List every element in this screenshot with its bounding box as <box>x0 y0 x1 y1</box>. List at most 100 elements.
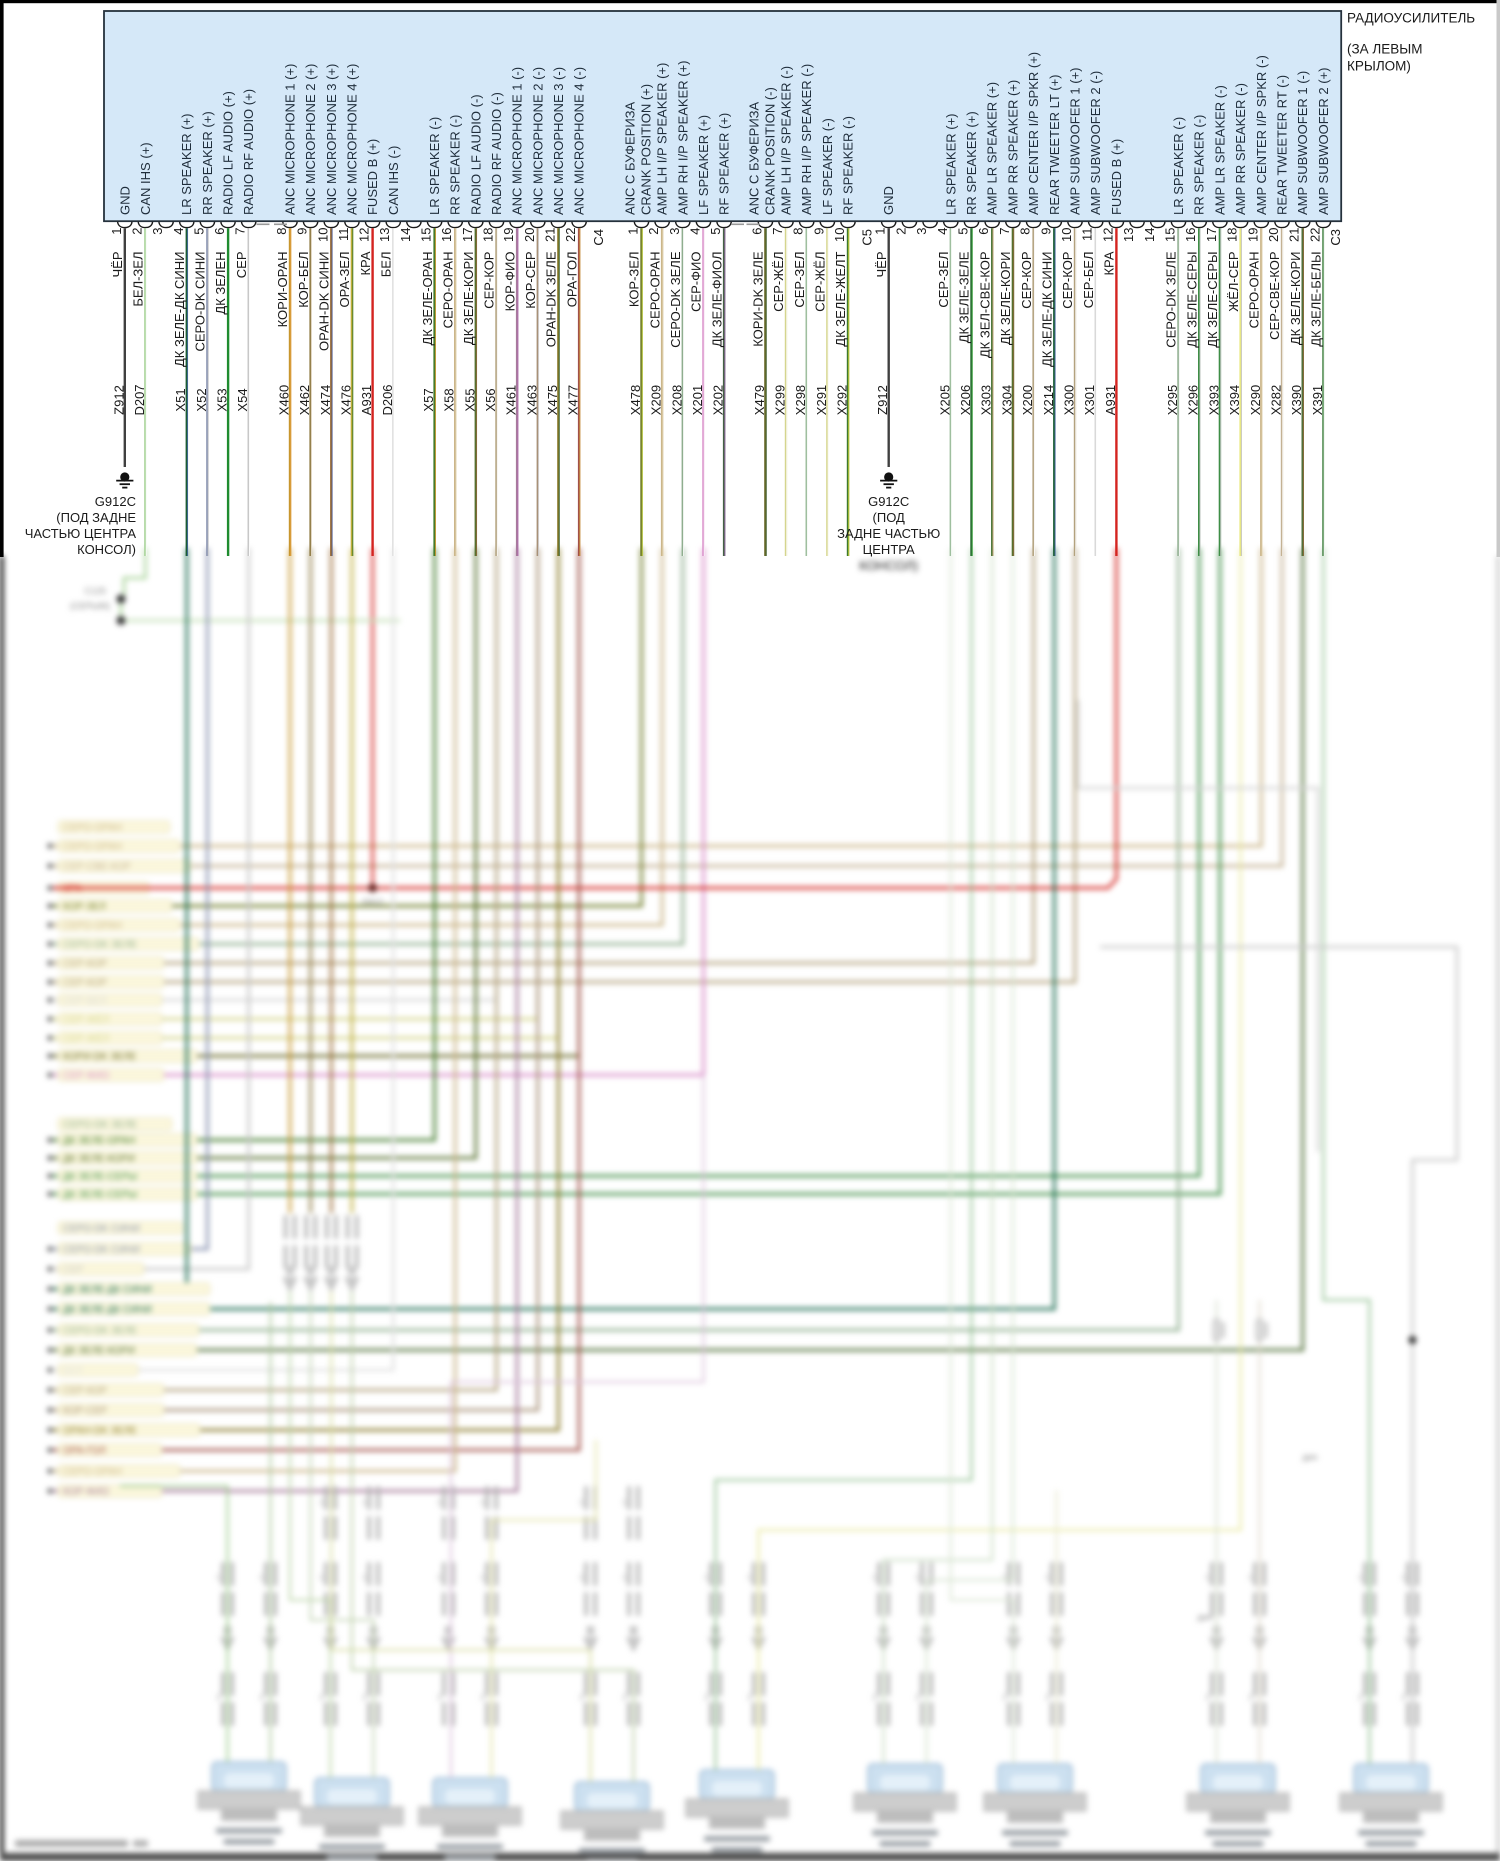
svg-text:2: 2 <box>1045 1693 1050 1702</box>
svg-text:(ПОД ЗАДНЕ: (ПОД ЗАДНЕ <box>56 510 136 525</box>
svg-text:S912: S912 <box>362 897 383 907</box>
svg-text:2: 2 <box>480 1693 485 1702</box>
svg-text:(ЗА ЛЕВЫМ: (ЗА ЛЕВЫМ <box>1347 42 1422 57</box>
svg-text:ДК ЗЕЛЕ-КОРИ: ДК ЗЕЛЕ-КОРИ <box>461 252 476 346</box>
svg-text:X282: X282 <box>1269 385 1284 415</box>
svg-text:2: 2 <box>1002 1693 1007 1702</box>
svg-text:6: 6 <box>749 228 764 235</box>
svg-text:C4: C4 <box>591 229 606 246</box>
svg-text:6: 6 <box>976 228 991 235</box>
svg-text:X57: X57 <box>421 388 436 411</box>
svg-text:RF SPEAKER (+): RF SPEAKER (+) <box>717 113 732 215</box>
svg-text:X52: X52 <box>194 388 209 411</box>
svg-text:1: 1 <box>362 1573 367 1582</box>
svg-text:ANC MICROPHONE 1 (+): ANC MICROPHONE 1 (+) <box>283 64 298 215</box>
svg-text:X394: X394 <box>1227 385 1242 415</box>
svg-text:X476: X476 <box>338 385 353 415</box>
svg-text:1: 1 <box>362 1498 367 1507</box>
svg-text:2: 2 <box>579 1693 584 1702</box>
svg-text:КОР-ЗЕЛ: КОР-ЗЕЛ <box>63 902 106 913</box>
svg-text:СЕР: СЕР <box>234 252 249 279</box>
svg-text:AMP CENTER I/P SPKR (+): AMP CENTER I/P SPKR (+) <box>1026 52 1041 215</box>
svg-text:ЗАДНЕ ЧАСТЬЮ: ЗАДНЕ ЧАСТЬЮ <box>837 526 940 541</box>
svg-text:X393: X393 <box>1206 385 1221 415</box>
svg-text:X206: X206 <box>958 385 973 415</box>
svg-text:RADIO LF AUDIO (+): RADIO LF AUDIO (+) <box>221 91 236 215</box>
svg-text:X209: X209 <box>649 385 664 415</box>
svg-text:14: 14 <box>1142 228 1157 242</box>
svg-text:CAN IHS (-): CAN IHS (-) <box>386 146 401 215</box>
svg-text:X475: X475 <box>545 385 560 415</box>
svg-text:8: 8 <box>274 228 289 235</box>
svg-text:AMP SUBWOOFER 2 (-): AMP SUBWOOFER 2 (-) <box>1088 71 1103 215</box>
svg-text:ЦЕНТРА: ЦЕНТРА <box>863 542 915 557</box>
svg-text:СЕР-КОР: СЕР-КОР <box>63 978 107 989</box>
svg-text:X299: X299 <box>773 385 788 415</box>
svg-text:1: 1 <box>319 1498 324 1507</box>
svg-text:RADIO RF AUDIO (+): RADIO RF AUDIO (+) <box>241 89 256 215</box>
svg-text:ДК ЗЕЛЕ-СЕРЫ: ДК ЗЕЛЕ-СЕРЫ <box>1205 252 1220 348</box>
svg-text:КОР-СЕР: КОР-СЕР <box>523 252 538 309</box>
svg-text:ANC С БУФЕРИЗА: ANC С БУФЕРИЗА <box>746 101 761 215</box>
svg-text:ЧЁР: ЧЁР <box>874 252 889 278</box>
svg-text:1: 1 <box>1248 1573 1253 1582</box>
svg-text:A931: A931 <box>359 385 374 415</box>
svg-text:БЕЛ-ЗЕЛ: БЕЛ-ЗЕЛ <box>131 252 146 307</box>
svg-text:AMP RH I/P SPEAKER (+): AMP RH I/P SPEAKER (+) <box>675 61 690 215</box>
svg-text:ОРАН-DK СИНИ: ОРАН-DK СИНИ <box>317 252 332 351</box>
svg-text:C5: C5 <box>860 229 875 246</box>
svg-text:СЕР-СВЕ-КОР: СЕР-СВЕ-КОР <box>63 862 131 873</box>
svg-text:СЕР-КОР: СЕР-КОР <box>63 959 107 970</box>
svg-text:КОР-СЕР: КОР-СЕР <box>63 1406 107 1417</box>
svg-text:КОРИ-DK ЗЕЛЕ: КОРИ-DK ЗЕЛЕ <box>63 1052 137 1063</box>
svg-text:X55: X55 <box>462 388 477 411</box>
svg-text:1: 1 <box>1002 1573 1007 1582</box>
svg-text:AMP SUBWOOFER 2 (+): AMP SUBWOOFER 2 (+) <box>1316 68 1331 215</box>
svg-text:D207: D207 <box>132 384 147 415</box>
svg-text:17: 17 <box>1204 228 1219 242</box>
svg-text:2: 2 <box>1401 1693 1406 1702</box>
svg-text:КОР-БЕЛ: КОР-БЕЛ <box>296 252 311 308</box>
svg-text:ОРАН-DK ЗЕЛЕ: ОРАН-DK ЗЕЛЕ <box>544 251 559 347</box>
svg-text:КОРИ-ОРАН: КОРИ-ОРАН <box>275 252 290 328</box>
svg-text:1: 1 <box>1358 1573 1363 1582</box>
svg-text:СЕРО-ОРАН: СЕРО-ОРАН <box>647 252 662 329</box>
svg-text:ДК ЗЕЛЕ-ЗЕЛЕ: ДК ЗЕЛЕ-ЗЕЛЕ <box>957 251 972 343</box>
svg-text:6: 6 <box>212 228 227 235</box>
svg-text:5: 5 <box>191 228 206 235</box>
svg-text:ДК ЗЕЛЕ-КОРИ: ДК ЗЕЛЕ-КОРИ <box>63 1154 135 1165</box>
svg-text:Z912: Z912 <box>111 385 126 415</box>
svg-text:X300: X300 <box>1062 385 1077 415</box>
svg-text:RADIO LF AUDIO (-): RADIO LF AUDIO (-) <box>468 94 483 215</box>
svg-text:FUSED B (+): FUSED B (+) <box>1109 139 1124 215</box>
svg-text:ОРА-ГОЛ: ОРА-ГОЛ <box>63 1446 106 1457</box>
svg-text:X478: X478 <box>628 385 643 415</box>
svg-text:ОРАН-DK ЗЕЛЕ: ОРАН-DK ЗЕЛЕ <box>63 1426 137 1437</box>
svg-text:20: 20 <box>1266 228 1281 242</box>
svg-text:RADIO RF AUDIO (-): RADIO RF AUDIO (-) <box>489 92 504 215</box>
svg-text:1: 1 <box>319 1573 324 1582</box>
svg-text:КОР-ЗЕЛ: КОР-ЗЕЛ <box>627 252 642 308</box>
svg-text:1: 1 <box>480 1573 485 1582</box>
svg-text:AMP CENTER I/P SPKR (-): AMP CENTER I/P SPKR (-) <box>1254 55 1269 215</box>
svg-text:X390: X390 <box>1289 385 1304 415</box>
svg-text:СЕР-КОР: СЕР-КОР <box>1060 252 1075 309</box>
svg-text:ANC MICROPHONE 4 (+): ANC MICROPHONE 4 (+) <box>344 64 359 215</box>
svg-text:19: 19 <box>501 228 516 242</box>
svg-text:9: 9 <box>811 228 826 235</box>
svg-text:СЕР-ЖЁЛ: СЕР-ЖЁЛ <box>771 252 786 312</box>
svg-text:RR SPEAKER (-): RR SPEAKER (-) <box>1192 115 1207 215</box>
svg-text:1: 1 <box>259 1573 264 1582</box>
svg-text:ДК ЗЕЛЕН: ДК ЗЕЛЕН <box>213 252 228 315</box>
svg-text:ДК ЗЕЛ-СВЕ-КОР: ДК ЗЕЛ-СВЕ-КОР <box>977 252 992 359</box>
svg-text:X56: X56 <box>483 388 498 411</box>
svg-text:1: 1 <box>873 228 888 235</box>
svg-text:X214: X214 <box>1041 385 1056 415</box>
svg-text:ДК ЗЕЛЕ-СЕРЫ: ДК ЗЕЛЕ-СЕРЫ <box>63 1172 137 1183</box>
svg-text:LF SPEAKER (+): LF SPEAKER (+) <box>696 115 711 215</box>
svg-text:1: 1 <box>437 1573 442 1582</box>
svg-text:1: 1 <box>437 1498 442 1507</box>
svg-text:15: 15 <box>419 228 434 242</box>
svg-text:G912C: G912C <box>95 494 136 509</box>
svg-text:ОРА-ЗЕЛ: ОРА-ЗЕЛ <box>337 252 352 308</box>
